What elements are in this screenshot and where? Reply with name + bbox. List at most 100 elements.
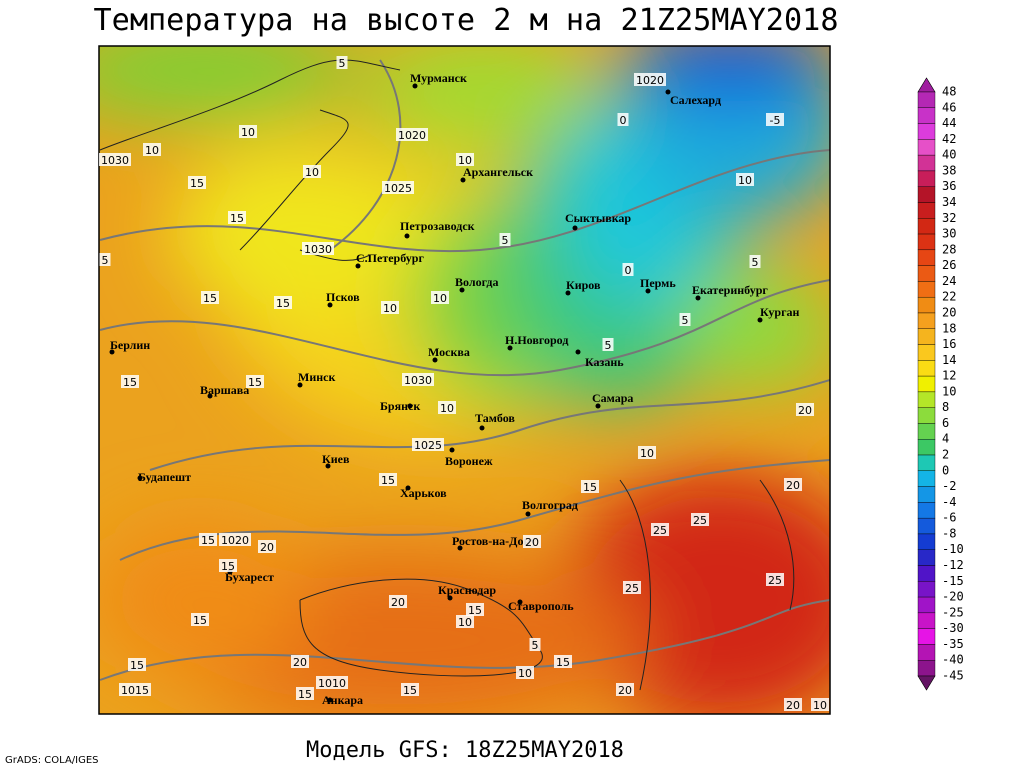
city-dot xyxy=(327,302,333,308)
colorbar-label: -10 xyxy=(942,542,964,556)
city-dot xyxy=(507,345,513,351)
colorbar-segment xyxy=(917,454,936,472)
colorbar-segment xyxy=(917,439,936,456)
city-dot xyxy=(565,290,571,296)
city-label: Ростов-на-Дону xyxy=(452,534,536,548)
colorbar-segment xyxy=(917,375,936,393)
contour-label: 5 xyxy=(532,639,539,652)
contour-label: 1015 xyxy=(121,684,149,697)
colorbar-segment xyxy=(917,344,936,361)
contour-label: 15 xyxy=(248,376,262,389)
city-label: Мурманск xyxy=(410,71,467,85)
contour-label-box xyxy=(246,375,264,388)
city-dot xyxy=(327,697,333,703)
colorbar-segment xyxy=(917,391,936,408)
contour-label-box xyxy=(99,153,131,166)
contour-label-box xyxy=(382,181,414,194)
contour-label-box xyxy=(316,676,348,689)
colorbar-label: 0 xyxy=(942,463,949,477)
contour-label-box xyxy=(784,698,802,711)
contour-label-box xyxy=(396,128,428,141)
city-dot xyxy=(355,263,361,269)
colorbar-label: -30 xyxy=(942,621,964,635)
contour-label-box xyxy=(466,603,484,616)
colorbar-label: 32 xyxy=(942,211,956,225)
city-label: Краснодар xyxy=(438,583,496,597)
colorbar-label: 10 xyxy=(942,384,956,398)
colorbar-segment xyxy=(917,218,936,235)
contour-label-box xyxy=(389,595,407,608)
city-dot xyxy=(405,485,411,491)
colorbar-label: 40 xyxy=(942,148,956,162)
colorbar-segment xyxy=(917,233,936,251)
contour-label: 10 xyxy=(458,154,472,167)
colorbar-label: 8 xyxy=(942,400,949,414)
cities: Мурманск Салехард Архангельск Сыктывкар Петр… xyxy=(109,71,800,707)
contour-label: 20 xyxy=(786,699,800,712)
city-dot xyxy=(407,403,413,409)
contour-label: 1020 xyxy=(636,74,664,87)
city-dot xyxy=(517,599,523,605)
contour-label-box xyxy=(199,533,217,546)
colorbar-segment xyxy=(917,581,936,598)
contour-label-box xyxy=(691,513,709,526)
city-dot xyxy=(645,288,651,294)
coastlines xyxy=(99,59,795,691)
contour-label-box xyxy=(431,291,449,304)
city-label: Бухарест xyxy=(225,570,274,584)
contour-label: 15 xyxy=(221,560,235,573)
contour-label-box xyxy=(749,255,761,268)
colorbar-label: -8 xyxy=(942,526,956,540)
contour-label: 5 xyxy=(339,57,346,70)
city-label: Варшава xyxy=(200,383,249,397)
city-dot xyxy=(459,287,465,293)
contour-label: 10 xyxy=(640,447,654,460)
colorbar: 4846444240383634323028262422201816141210… xyxy=(917,77,964,691)
colorbar-segment xyxy=(917,328,936,345)
city-dot xyxy=(412,83,418,89)
city-dot xyxy=(575,349,581,355)
colorbar-segment xyxy=(917,139,936,156)
isobars xyxy=(99,59,830,681)
city-label: Минск xyxy=(298,370,335,384)
colorbar-segment xyxy=(917,517,936,535)
colorbar-segment xyxy=(917,107,936,124)
colorbar-label: 16 xyxy=(942,337,956,351)
contour-label: 15 xyxy=(203,292,217,305)
contour-label-box xyxy=(623,581,641,594)
city-dot xyxy=(137,475,143,481)
model-footer: Модель GFS: 18Z25MAY2018 xyxy=(306,738,624,763)
colorbar-segment xyxy=(917,470,936,487)
city-label: Тамбов xyxy=(475,411,515,425)
contour-label: 20 xyxy=(786,479,800,492)
colorbar-label: 4 xyxy=(942,432,949,446)
colorbar-label: -35 xyxy=(942,637,964,651)
contour-label: 25 xyxy=(625,582,639,595)
contour-label: 1025 xyxy=(414,439,442,452)
contour-label-box xyxy=(523,535,541,548)
contour-label-box xyxy=(336,56,348,69)
colorbar-label: -15 xyxy=(942,574,964,588)
city-dot xyxy=(457,545,463,551)
contour-label: 20 xyxy=(293,656,307,669)
colorbar-segment xyxy=(917,596,936,614)
contour-label: 15 xyxy=(298,688,312,701)
contour-label: 10 xyxy=(440,402,454,415)
contour-label: 1020 xyxy=(398,129,426,142)
contour-label-box xyxy=(291,655,309,668)
contour-label: 25 xyxy=(768,574,782,587)
contour-label: 10 xyxy=(518,667,532,680)
colorbar-end xyxy=(917,675,936,691)
city-label: Анкара xyxy=(322,693,363,707)
city-label: Москва xyxy=(428,345,470,359)
contour-label-box xyxy=(529,638,541,651)
colorbar-label: 34 xyxy=(942,195,956,209)
contour-label-box xyxy=(121,375,139,388)
contour-label: 15 xyxy=(230,212,244,225)
city-label: Брянск xyxy=(380,399,420,413)
contour-label: 15 xyxy=(130,659,144,672)
colorbar-label: 14 xyxy=(942,353,956,367)
contour-label: 15 xyxy=(276,297,290,310)
city-label: Воронеж xyxy=(445,454,493,468)
contour-label: 10 xyxy=(458,616,472,629)
